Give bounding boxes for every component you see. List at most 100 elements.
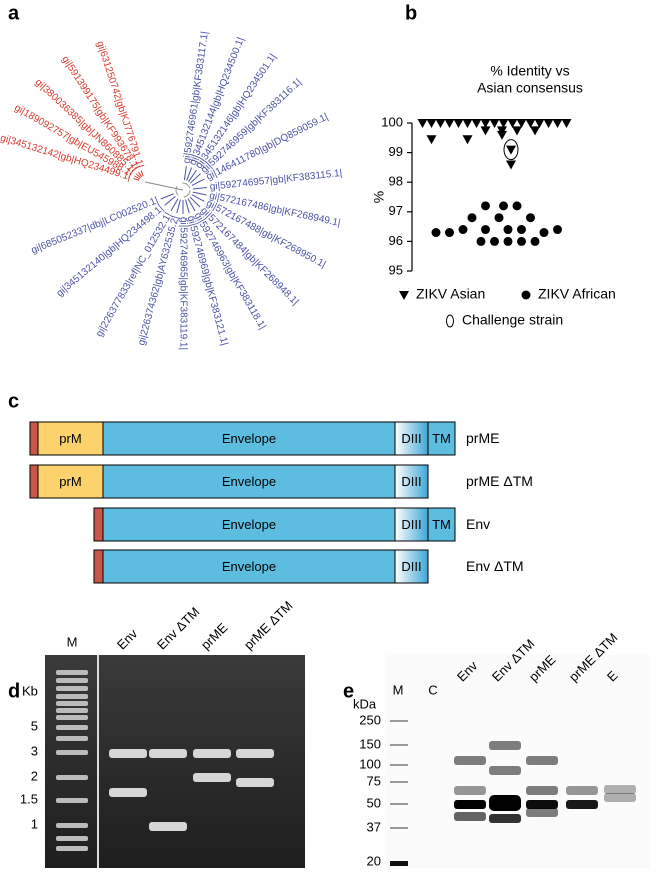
gel-image [45, 655, 305, 868]
segment-label: Envelope [222, 474, 276, 489]
blot-image [385, 655, 650, 868]
dna-band [149, 822, 187, 831]
construct-segment [102, 549, 396, 584]
protein-band [526, 786, 558, 795]
ladder-band [390, 744, 408, 746]
segment-label: DIII [401, 559, 421, 574]
ladder-band [390, 827, 408, 829]
triangle-marker [512, 126, 522, 136]
triangle-marker [525, 119, 536, 128]
triangle-marker [426, 135, 437, 145]
marker-size-label: 1 [31, 816, 38, 831]
y-tick-label: 99 [389, 144, 403, 159]
ladder-band [56, 836, 88, 841]
circle-marker [476, 236, 486, 246]
protein-band [489, 741, 521, 750]
triangle-marker [506, 160, 516, 170]
blot-unit: kDa [353, 696, 377, 711]
triangle-marker [453, 119, 464, 128]
segment-label: Envelope [222, 431, 276, 446]
tree-leaf-label: gi|592746965|gb|KF383119.1| [177, 217, 188, 350]
construct-segment [394, 549, 429, 584]
ladder-band [56, 750, 88, 755]
tree-branch [160, 193, 174, 200]
marker-size-label: 1.5 [20, 791, 38, 806]
circle-marker [526, 213, 535, 223]
circle-marker [431, 228, 441, 238]
tree-branch [192, 191, 207, 196]
marker-size-label: 20 [367, 853, 381, 868]
tree-branch [176, 199, 181, 214]
circle-marker [490, 236, 499, 246]
circle-marker [517, 225, 526, 235]
triangle-marker [561, 119, 572, 128]
signal-peptide [93, 507, 104, 542]
ladder-band [56, 670, 88, 675]
marker-size-label: 3 [31, 743, 38, 758]
protein-band [489, 795, 521, 811]
ladder-band [56, 701, 88, 706]
protein-band [526, 800, 558, 809]
circle-marker [517, 236, 526, 246]
protein-band [566, 786, 598, 795]
circle-marker [503, 225, 513, 235]
ladder-band [56, 715, 88, 720]
gel-unit: Kb [22, 683, 38, 698]
dna-band [149, 749, 187, 758]
triangle-marker [489, 119, 500, 128]
gel-divider [97, 655, 99, 868]
lane-label: M [67, 634, 78, 649]
ladder-band [56, 694, 88, 699]
tree-branch [170, 198, 179, 212]
legend-label: ZIKV Asian [416, 286, 485, 302]
circle-marker [467, 213, 477, 223]
circle-marker [494, 213, 504, 223]
tree-node [175, 182, 191, 198]
triangle-marker [435, 119, 446, 128]
ladder-band [390, 861, 408, 866]
dna-band [109, 788, 147, 797]
ladder-band [56, 846, 88, 851]
legend-marker [521, 290, 531, 300]
construct-name: Env ΔTM [466, 558, 524, 574]
triangle-marker [543, 119, 554, 128]
triangle-marker [498, 119, 509, 128]
ladder-band [56, 686, 88, 691]
tree-branch [140, 170, 144, 177]
construct-name: prME ΔTM [466, 473, 533, 489]
triangle-marker [444, 119, 455, 128]
segment-label: Envelope [222, 559, 276, 574]
y-axis-label: % [371, 191, 387, 203]
y-tick-label: 95 [389, 262, 403, 277]
panel-label: d [8, 680, 20, 702]
circle-marker [458, 225, 468, 235]
marker-size-label: 150 [359, 736, 381, 751]
protein-band [566, 800, 598, 809]
panel-label: c [8, 390, 19, 412]
panel-label: a [8, 2, 20, 24]
protein-band [454, 786, 486, 795]
triangle-marker [552, 119, 563, 128]
signal-peptide [29, 421, 39, 456]
ladder-band [390, 781, 408, 783]
ladder-band [56, 798, 88, 803]
circle-marker [530, 236, 540, 246]
tree-branch [189, 196, 201, 208]
chart-title: % Identity vs [490, 63, 569, 79]
tree-branch [189, 173, 201, 184]
segment-label: prM [59, 431, 81, 446]
ladder-band [56, 823, 88, 828]
panel-label: b [405, 2, 417, 24]
ladder-band [390, 764, 408, 766]
circle-marker [499, 201, 508, 211]
construct-segment [102, 507, 396, 542]
ladder-band [390, 720, 408, 722]
lane-label: C [428, 682, 437, 697]
tree-branch [191, 194, 205, 202]
tree-branch [183, 166, 187, 181]
ladder-band [56, 736, 88, 741]
marker-size-label: 100 [359, 756, 381, 771]
chart-title: Asian consensus [477, 80, 583, 96]
tree-branch [188, 169, 197, 182]
